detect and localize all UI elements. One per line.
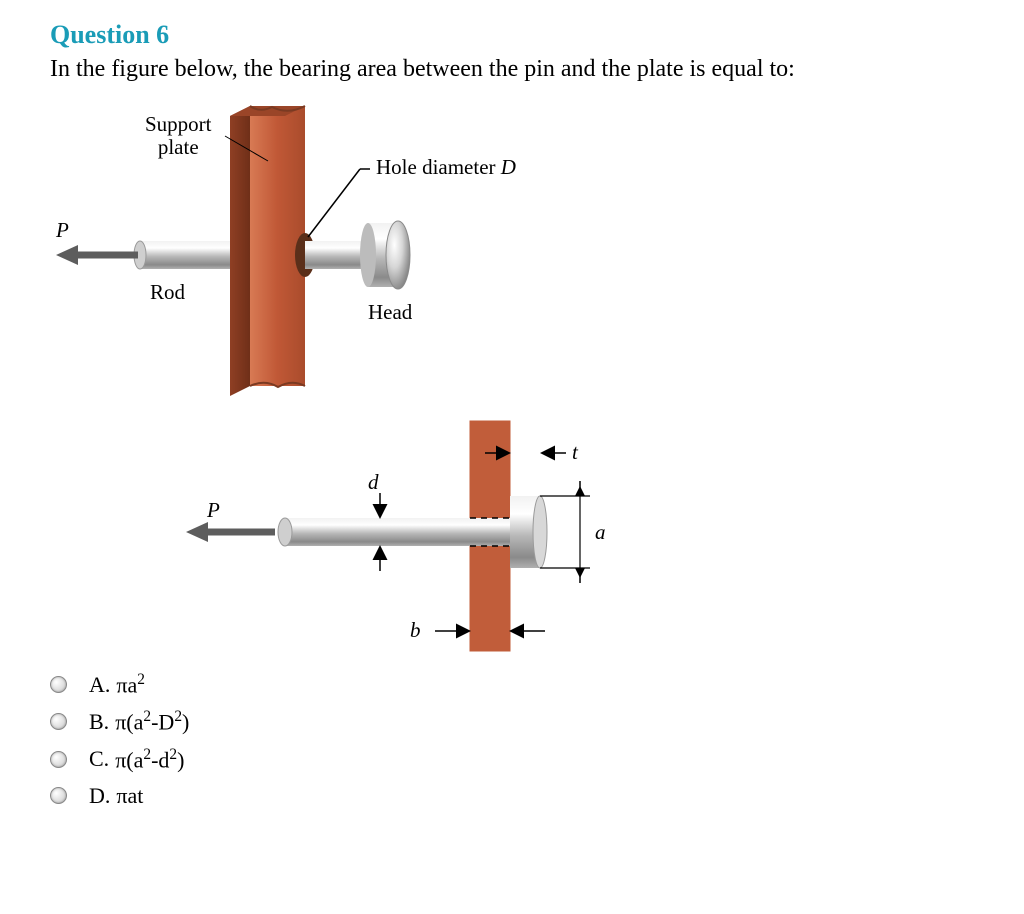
option-text: πa2 xyxy=(116,671,145,698)
option-letter: D. xyxy=(89,783,110,809)
option-text: πat xyxy=(116,783,143,809)
label-a: a xyxy=(595,521,606,544)
options-list: A. πa2 B. π(a2-D2) C. π(a2-d2) D. πat xyxy=(50,671,1024,809)
option-letter: C. xyxy=(89,746,109,772)
radio-icon[interactable] xyxy=(50,787,67,804)
label-head: Head xyxy=(368,301,412,324)
option-b[interactable]: B. π(a2-D2) xyxy=(50,708,1024,735)
label-hole-diameter: Hole diameter D xyxy=(376,156,516,179)
option-c[interactable]: C. π(a2-d2) xyxy=(50,746,1024,773)
label-b: b xyxy=(410,619,421,642)
label-rod: Rod xyxy=(150,281,185,304)
label-d: d xyxy=(368,471,379,494)
label-support-plate: Support plate xyxy=(145,113,212,159)
option-letter: B. xyxy=(89,709,109,735)
label-p-bottom: P xyxy=(207,499,220,522)
option-letter: A. xyxy=(89,672,110,698)
option-text: π(a2-D2) xyxy=(115,708,189,735)
label-t: t xyxy=(572,441,578,464)
option-text: π(a2-d2) xyxy=(115,746,184,773)
figure: Support plate Hole diameter D P Rod Head… xyxy=(50,101,670,661)
option-a[interactable]: A. πa2 xyxy=(50,671,1024,698)
radio-icon[interactable] xyxy=(50,751,67,768)
question-number: Question 6 xyxy=(50,20,1024,50)
question-prompt: In the figure below, the bearing area be… xyxy=(50,56,1024,83)
radio-icon[interactable] xyxy=(50,676,67,693)
radio-icon[interactable] xyxy=(50,713,67,730)
label-p-top: P xyxy=(56,219,69,242)
figure-svg xyxy=(50,101,670,661)
option-d[interactable]: D. πat xyxy=(50,783,1024,809)
